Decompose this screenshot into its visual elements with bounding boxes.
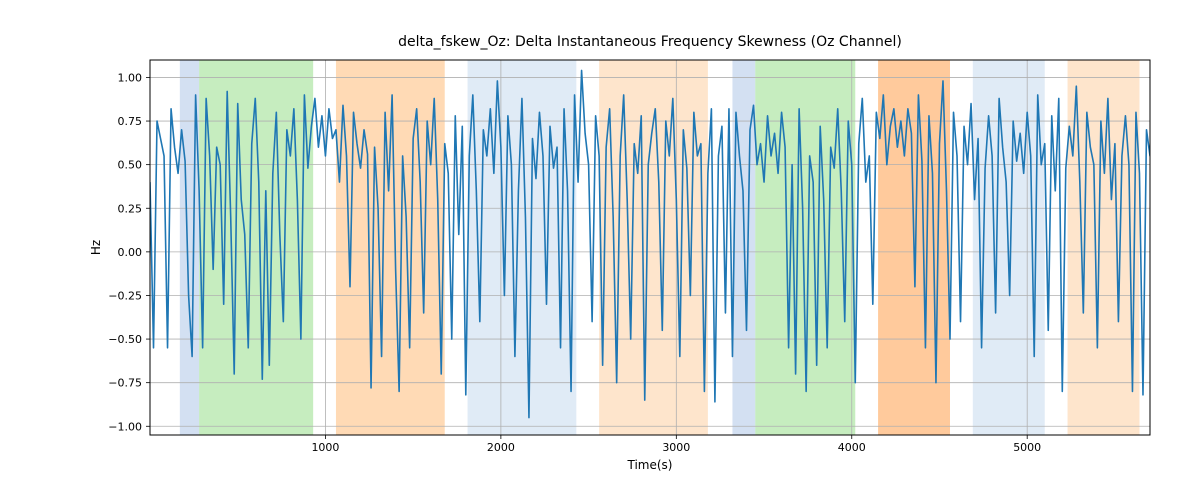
y-tick-label: 0.75 (118, 115, 143, 128)
y-tick-label: 0.00 (118, 246, 143, 259)
chart-title: delta_fskew_Oz: Delta Instantaneous Freq… (398, 34, 902, 50)
y-tick-label: 0.25 (118, 202, 143, 215)
y-tick-label: 0.50 (118, 159, 143, 172)
x-tick-label: 4000 (838, 441, 866, 454)
y-axis-label: Hz (89, 240, 103, 255)
y-tick-label: −0.50 (108, 333, 142, 346)
y-tick-label: −0.25 (108, 289, 142, 302)
region-2 (336, 60, 445, 435)
y-tick-label: −1.00 (108, 420, 142, 433)
x-tick-label: 2000 (487, 441, 515, 454)
y-tick-label: −0.75 (108, 377, 142, 390)
x-axis-label: Time(s) (627, 458, 673, 472)
x-tick-label: 5000 (1013, 441, 1041, 454)
region-9 (1068, 60, 1140, 435)
chart-container: 1000 2000 3000 4000 5000 −1.00 −0.75 −0.50 −0.25… (0, 0, 1200, 500)
y-tick-label: 1.00 (118, 71, 143, 84)
x-tick-label: 1000 (311, 441, 339, 454)
chart-svg: 1000 2000 3000 4000 5000 −1.00 −0.75 −0.50 −0.25… (0, 0, 1200, 500)
x-tick-label: 3000 (662, 441, 690, 454)
